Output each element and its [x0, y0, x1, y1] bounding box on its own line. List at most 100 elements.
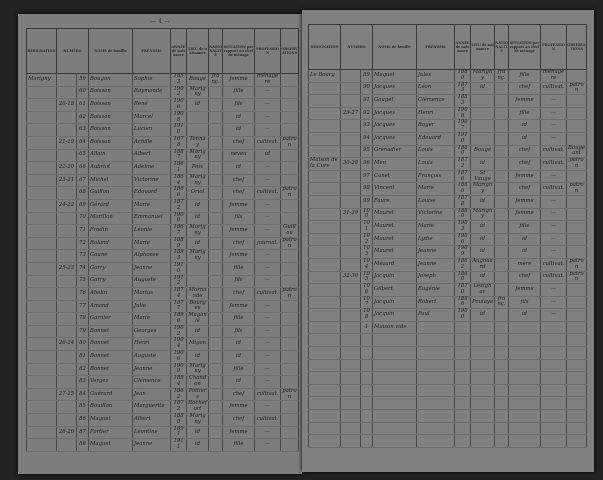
cell-profession: —	[254, 312, 282, 326]
cell-annee: 1889	[170, 237, 188, 251]
cell-individu: 105	[359, 271, 374, 285]
cell-individu: 61	[75, 98, 90, 112]
table-row: 31-29 100 Mauret Victorine 1880 Marigny femme —	[308, 208, 588, 222]
cell-nationalite	[208, 123, 224, 137]
table-row: 101 Mauret Marie 1903 id fille —	[308, 220, 588, 234]
cell-observation	[566, 371, 588, 385]
cell-annee	[454, 434, 472, 448]
cell-nationalite	[208, 312, 224, 326]
cell-individu: 98	[359, 182, 374, 196]
cell-lieu: id	[186, 325, 210, 339]
cell-prenom: Marie	[416, 220, 456, 234]
census-table-right: DÉSIGNATION NUMÉRO NOMS de famille PRÉNO…	[308, 24, 588, 448]
cell-situation: femme	[222, 73, 256, 87]
cell-menage	[340, 145, 361, 159]
cell-profession: cultivat.	[540, 271, 568, 285]
header-lieu: LIEU de naissance	[470, 24, 496, 70]
cell-observation: patron	[280, 135, 300, 150]
cell-nom: Amand	[88, 300, 134, 314]
cell-individu	[359, 434, 374, 448]
cell-prenom	[416, 371, 456, 385]
cell-lieu: id	[470, 195, 496, 209]
cell-observation: patron	[566, 82, 588, 96]
cell-prenom: Léontine	[132, 426, 172, 440]
cell-nationalite	[208, 375, 224, 389]
cell-nationalite	[494, 359, 510, 373]
header-nationalite: NATIONALITÉ	[494, 24, 510, 70]
cell-individu: 88	[75, 438, 90, 452]
cell-nationalite	[208, 388, 224, 402]
cell-nom: Bonnet	[88, 325, 134, 339]
cell-designation	[308, 321, 341, 335]
cell-prenom	[416, 346, 456, 360]
cell-prenom: Marius	[132, 287, 172, 301]
table-row: 78 Garnier Marie 1896 Maganié fille —	[26, 312, 300, 326]
cell-prenom	[416, 434, 456, 448]
cell-situation: chef	[508, 157, 542, 171]
cell-nationalite	[494, 409, 510, 423]
table-row: 75 Garry Auguste 1912 fils —	[26, 275, 300, 289]
cell-observation	[566, 346, 588, 360]
cell-menage	[56, 312, 77, 326]
cell-menage: 31-29	[340, 208, 361, 222]
cell-observation	[566, 396, 588, 411]
table-row	[308, 371, 588, 385]
cell-annee: 1900	[454, 308, 472, 322]
cell-profession: ménagère	[254, 73, 282, 87]
cell-nom: Jacques	[372, 132, 418, 146]
table-row: 76 Abelin Marius 1874 Marnande chef cultivat. p…	[26, 287, 300, 301]
cell-nationalite: franç.	[494, 296, 510, 310]
cell-profession	[540, 346, 568, 360]
cell-designation	[308, 434, 341, 448]
cell-nom: Bonnet	[88, 363, 134, 377]
cell-observation	[280, 275, 300, 289]
cell-profession: cultivat.	[254, 186, 282, 200]
header-prenoms: PRÉNOMS	[132, 28, 172, 74]
cell-prenom: Robert	[416, 296, 456, 310]
cell-observation	[566, 107, 588, 121]
cell-individu: 62	[75, 111, 90, 125]
cell-nom: Mauret	[372, 245, 418, 259]
cell-prenom: Louise	[416, 195, 456, 209]
cell-situation: fils	[222, 98, 256, 112]
cell-designation	[308, 371, 341, 385]
cell-nom: Fortier	[88, 426, 134, 440]
cell-annee: 1907	[454, 120, 472, 133]
cell-lieu: Poitiers	[186, 388, 210, 402]
cell-annee: 1893	[170, 250, 188, 263]
cell-nom: Allain	[88, 149, 134, 163]
header-annee: ANNÉE de naissance	[454, 24, 472, 70]
cell-nom: Boisson	[88, 136, 134, 150]
cell-lieu: Augouard	[470, 257, 496, 272]
cell-lieu: Marigny	[186, 413, 210, 427]
cell-nom: Jacquin	[372, 271, 418, 285]
cell-individu	[359, 333, 374, 348]
cell-nom	[372, 396, 418, 411]
cell-prenom: Léon	[416, 82, 456, 96]
cell-designation: Maison de la Cure	[308, 157, 341, 171]
cell-observation	[280, 98, 300, 112]
cell-nom: Michel	[88, 174, 134, 188]
cell-situation: fils	[508, 296, 542, 310]
cell-situation: femme	[222, 300, 256, 314]
census-table-left: DÉSIGNATION NUMÉRO NOMS de famille PRÉNO…	[26, 28, 300, 452]
cell-lieu: Bourges	[186, 300, 210, 314]
table-row: 106 Gilbert Eugénie 1870 Lézignac femme —	[308, 283, 588, 297]
cell-situation: chef	[222, 388, 256, 402]
cell-annee: 1894	[170, 375, 188, 389]
cell-profession	[540, 434, 568, 448]
table-row: 98 Vincent Marie 1866 Marigny chef cultivat. pa…	[308, 182, 588, 196]
cell-profession: —	[254, 375, 282, 389]
cell-observation	[566, 321, 588, 335]
cell-individu: 86	[75, 413, 90, 427]
cell-lieu: Marnande	[186, 287, 210, 301]
cell-annee: 1866	[170, 187, 188, 200]
cell-annee: 1906	[170, 212, 188, 226]
cell-observation	[566, 195, 588, 209]
cell-nom: Mauret	[372, 220, 418, 234]
cell-lieu	[470, 396, 496, 411]
cell-menage	[56, 375, 77, 389]
cell-nationalite	[494, 195, 510, 209]
cell-individu: 104	[359, 258, 374, 272]
cell-nationalite	[208, 262, 224, 276]
